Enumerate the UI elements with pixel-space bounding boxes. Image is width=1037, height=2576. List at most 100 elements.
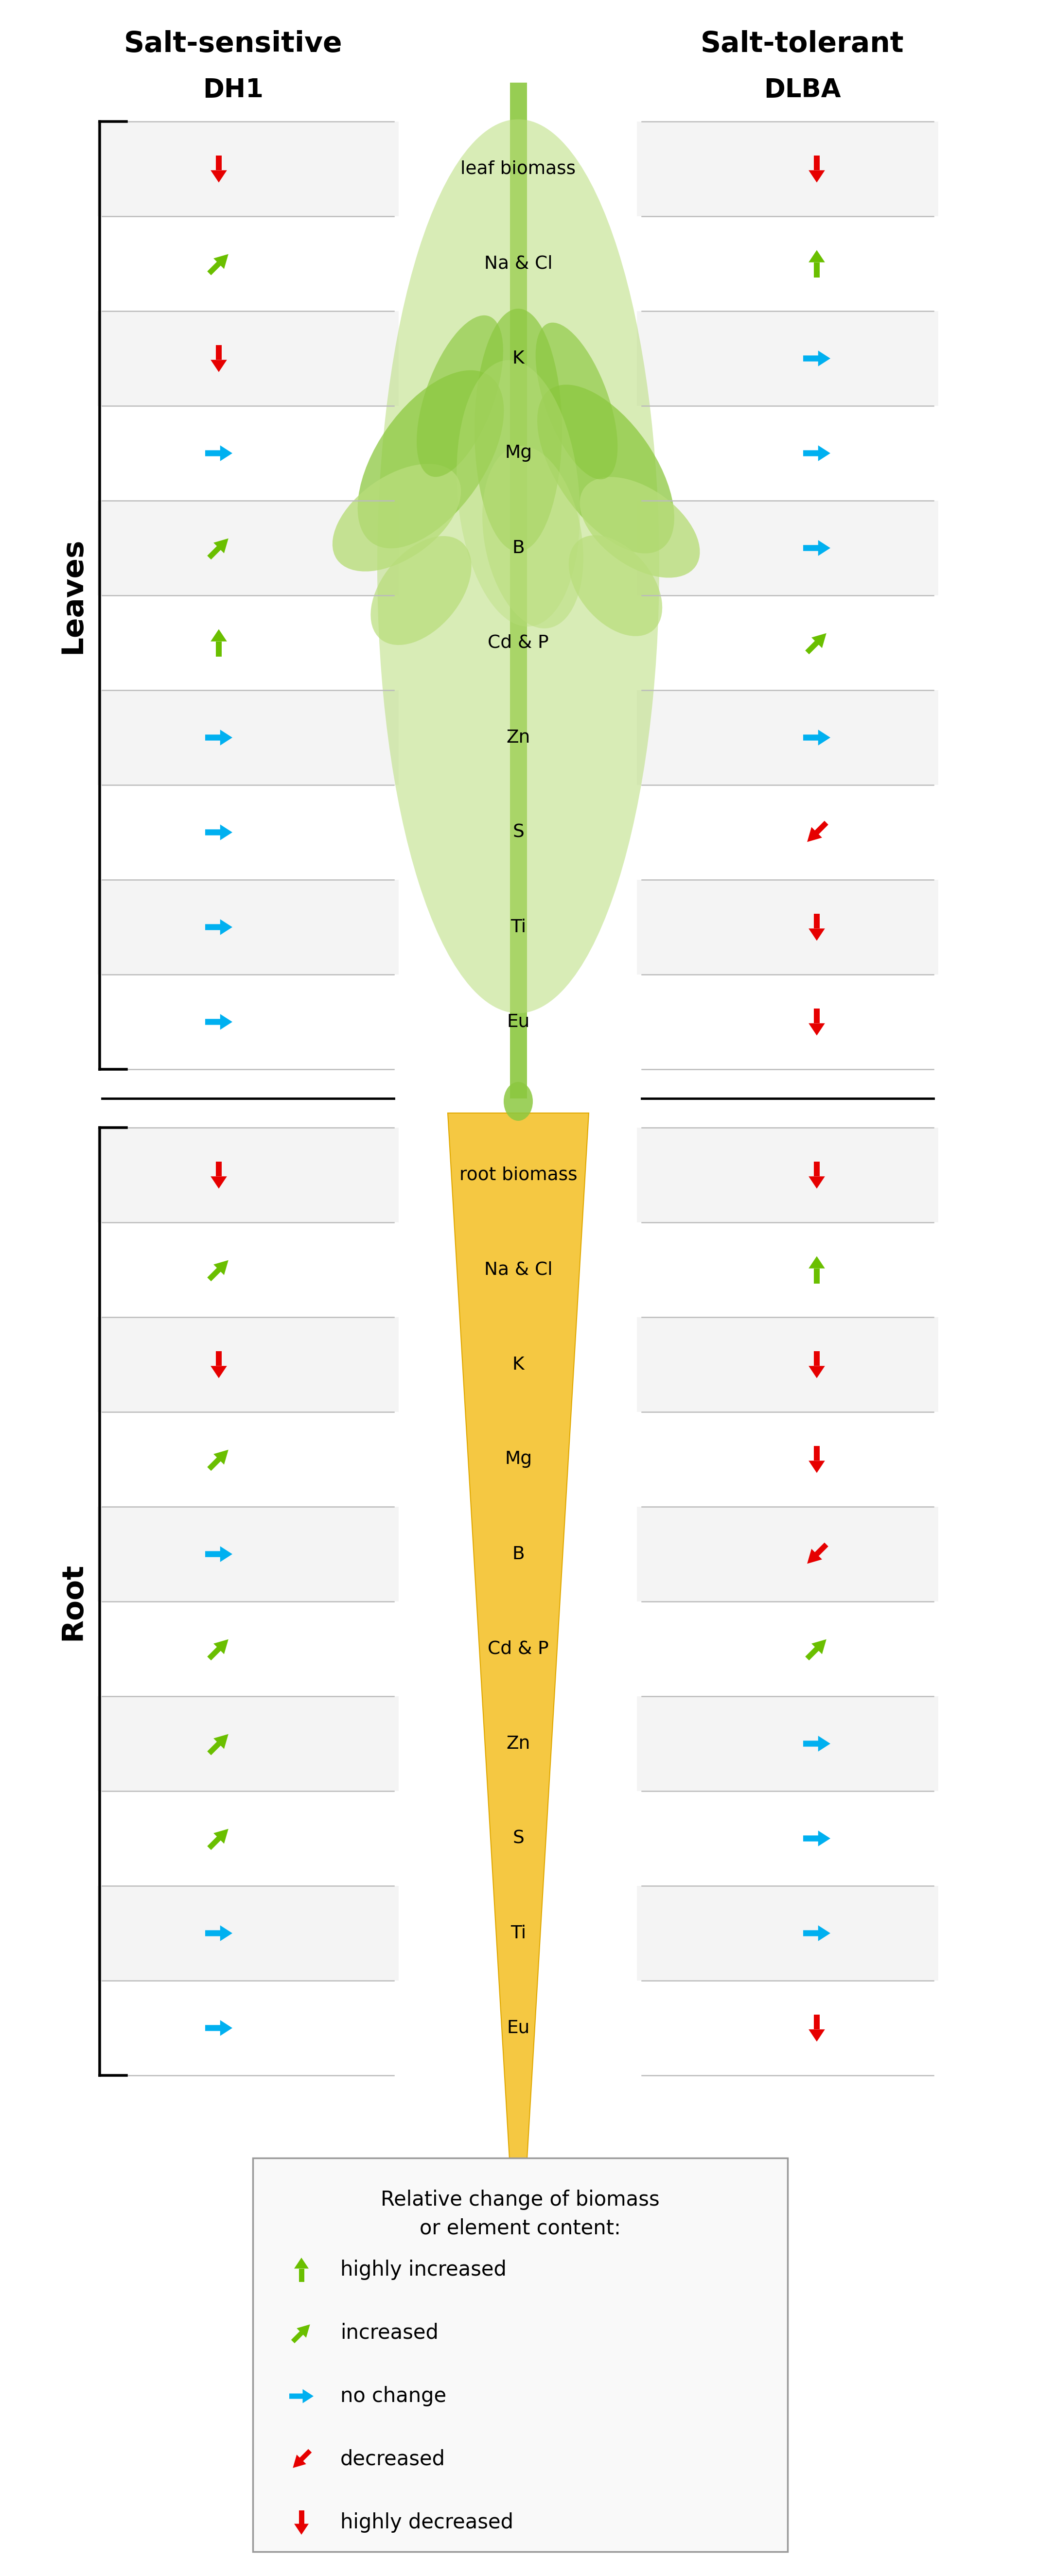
Polygon shape [207,1829,228,1850]
Ellipse shape [475,309,562,551]
Polygon shape [207,1450,228,1471]
Bar [637,121,938,216]
Polygon shape [292,2450,312,2468]
Polygon shape [803,1924,831,1942]
Ellipse shape [358,371,504,549]
Bar [637,1128,938,1224]
Polygon shape [809,1257,824,1267]
Polygon shape [211,170,227,183]
Polygon shape [809,250,824,263]
Ellipse shape [482,446,584,629]
Bar [97,121,398,216]
Polygon shape [216,155,222,170]
Ellipse shape [417,314,503,477]
Polygon shape [207,538,228,559]
Bar [637,1790,938,1886]
Polygon shape [803,446,831,461]
Polygon shape [216,1350,222,1365]
Bar [637,1695,938,1790]
Text: Ti: Ti [510,920,526,935]
Bar [637,690,938,786]
Polygon shape [809,1177,824,1188]
Polygon shape [809,170,824,183]
Polygon shape [205,824,232,840]
Text: Na & Cl: Na & Cl [484,1262,553,1278]
Polygon shape [510,82,527,1097]
Bar [637,1981,938,2076]
Bar [97,1316,398,1412]
Bar [97,1602,398,1695]
Polygon shape [809,1461,824,1473]
Polygon shape [805,1638,826,1662]
Polygon shape [809,1365,824,1378]
Bar [97,1886,398,1981]
FancyBboxPatch shape [253,2159,787,2553]
Text: leaf biomass: leaf biomass [460,160,576,178]
Polygon shape [814,155,820,170]
Ellipse shape [504,1082,533,1121]
Bar [637,1602,938,1695]
Polygon shape [814,1007,820,1023]
Bar [97,1507,398,1602]
Text: Cd & P: Cd & P [487,634,549,652]
Text: root biomass: root biomass [459,1167,578,1185]
Polygon shape [295,2257,309,2269]
Polygon shape [211,1177,227,1188]
Polygon shape [448,1113,589,2246]
Text: S: S [512,824,524,842]
Ellipse shape [535,322,618,479]
Bar [97,881,398,974]
Bar [97,407,398,500]
Text: Relative change of biomass
or element content:: Relative change of biomass or element co… [381,2190,660,2239]
Polygon shape [291,2324,310,2344]
Text: Salt-sensitive: Salt-sensitive [124,31,342,57]
Bar [637,500,938,595]
Polygon shape [207,1638,228,1662]
Polygon shape [205,446,232,461]
Polygon shape [205,2020,232,2035]
Text: S: S [512,1829,524,1847]
Bar [637,1316,938,1412]
Bar [97,1224,398,1316]
Text: Leaves: Leaves [58,538,87,654]
Bar [97,786,398,881]
Bar [637,1507,938,1602]
Text: increased: increased [340,2324,439,2344]
Polygon shape [814,1445,820,1461]
Polygon shape [211,361,227,371]
Text: Eu: Eu [507,2020,530,2038]
Polygon shape [814,263,820,278]
Polygon shape [207,255,228,276]
Polygon shape [289,2388,313,2403]
Polygon shape [807,822,829,842]
Bar [97,216,398,312]
Bar [97,690,398,786]
Text: Eu: Eu [507,1012,530,1030]
Polygon shape [211,1365,227,1378]
Polygon shape [807,1543,829,1564]
Bar [97,1695,398,1790]
Bar [637,407,938,500]
Text: highly increased: highly increased [340,2259,506,2280]
Polygon shape [814,1267,820,1283]
Polygon shape [803,729,831,744]
Text: Cd & P: Cd & P [487,1641,549,1656]
Text: no change: no change [340,2385,446,2406]
Polygon shape [207,1734,228,1754]
Polygon shape [814,914,820,927]
Bar [97,1790,398,1886]
Ellipse shape [333,464,461,572]
Polygon shape [205,920,232,935]
Polygon shape [207,1260,228,1280]
Text: Ti: Ti [510,1924,526,1942]
Polygon shape [216,641,222,657]
Polygon shape [805,634,826,654]
Ellipse shape [377,118,660,1012]
Bar [97,500,398,595]
Bar [637,881,938,974]
Text: Zn: Zn [506,1734,530,1752]
Text: Zn: Zn [506,729,530,747]
Ellipse shape [370,536,472,644]
Polygon shape [205,729,232,744]
Text: B: B [512,538,525,556]
